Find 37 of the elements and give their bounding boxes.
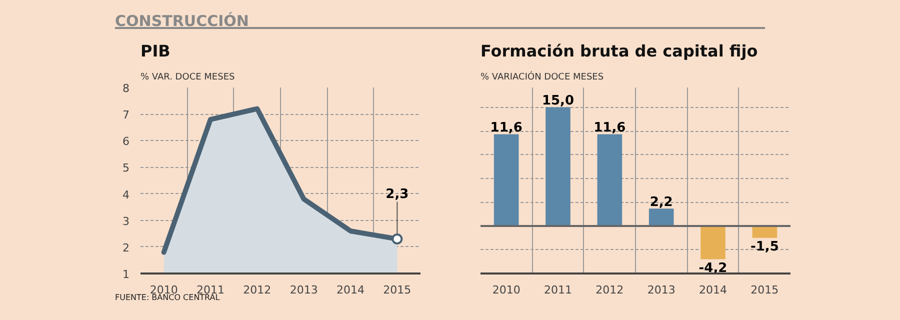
chart-subtitle: % VARIACIÓN DOCE MESES	[480, 70, 604, 82]
y-tick-label: 4	[122, 188, 130, 202]
y-tick-label: 3	[122, 214, 130, 228]
bar	[546, 107, 570, 226]
data-label: 15,0	[542, 93, 574, 108]
bar	[648, 208, 674, 226]
y-tick-label: 7	[122, 108, 130, 122]
y-tick-label: 2	[122, 241, 130, 254]
data-label: -1,5	[750, 240, 779, 255]
x-tick-label: 2012	[243, 284, 272, 296]
data-label: 11,6	[594, 120, 626, 136]
data-label: 2,2	[650, 194, 673, 210]
chart-subtitle: % VAR. DOCE MESES	[140, 72, 235, 82]
bar	[700, 226, 726, 260]
chart-title: Formación bruta de capital fijo	[480, 42, 758, 60]
y-tick-label: 6	[122, 135, 130, 148]
bar	[494, 134, 519, 226]
chart-title: PIB	[140, 42, 170, 60]
bar	[752, 226, 778, 238]
x-tick-label: 2012	[596, 284, 624, 296]
x-tick-label: 2011	[544, 284, 572, 296]
data-label: 11,6	[490, 120, 522, 136]
data-label: 2,3	[386, 187, 409, 202]
source-note: FUENTE: BANCO CENTRAL	[115, 293, 220, 304]
data-label: -4,2	[698, 261, 728, 276]
bar	[597, 134, 622, 226]
x-tick-label: 2015	[750, 284, 779, 296]
x-tick-label: 2014	[699, 284, 728, 296]
x-tick-label: 2013	[647, 284, 676, 296]
text: CONSTRUCCIÓN	[115, 11, 249, 32]
x-tick-label: 2010	[492, 284, 520, 296]
y-tick-label: 8	[122, 82, 130, 95]
x-tick-label: 2014	[336, 284, 365, 296]
y-tick-label: 5	[122, 162, 130, 175]
y-tick-label: 1	[122, 268, 130, 281]
x-tick-label: 2013	[290, 284, 318, 296]
x-tick-label: 2015	[383, 284, 412, 296]
